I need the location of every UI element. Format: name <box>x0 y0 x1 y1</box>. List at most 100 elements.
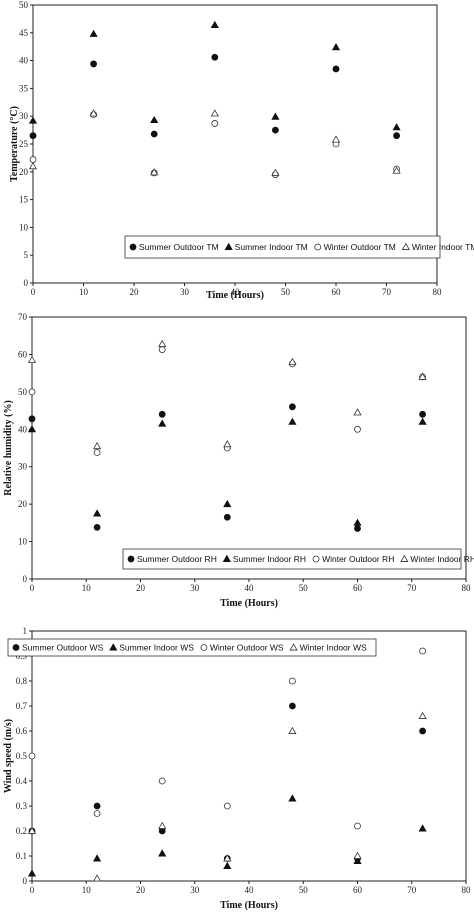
legend-entry-label: Summer Outdoor WS <box>22 643 104 653</box>
data-point <box>89 109 98 117</box>
legend-entry-label: Winter Outdoor WS <box>210 643 284 653</box>
y-tick-label: 20 <box>18 499 28 509</box>
y-tick-label: 0.4 <box>16 776 28 786</box>
data-point <box>210 109 219 117</box>
series-1 <box>28 702 427 862</box>
data-point <box>27 826 37 834</box>
data-point <box>271 168 280 176</box>
y-axis-title: Relative humidity (%) <box>3 400 14 496</box>
series-2 <box>28 20 401 131</box>
x-tick-label: 30 <box>180 287 190 297</box>
data-point <box>158 821 167 829</box>
x-tick-label: 30 <box>190 583 200 593</box>
data-point <box>93 523 101 531</box>
y-tick-label: 5 <box>24 250 29 260</box>
data-point <box>271 126 279 134</box>
legend-entry-label: Summer Outdoor RH <box>137 554 217 564</box>
y-tick-label: 50 <box>19 0 29 10</box>
legend: Summer Outdoor WS Summer Indoor WS Winter … <box>7 638 377 657</box>
legend-entry-label: Winter Indoor TM <box>412 242 474 252</box>
x-tick-label: 70 <box>407 885 417 895</box>
data-point <box>211 120 219 127</box>
data-point <box>331 135 341 143</box>
x-tick-label: 60 <box>353 583 363 593</box>
data-point <box>392 123 401 131</box>
x-tick-label: 70 <box>407 583 417 593</box>
data-point <box>150 168 159 176</box>
x-axis-title: Time (Hours) <box>220 900 278 911</box>
data-point <box>223 440 232 448</box>
legend-box <box>7 638 377 657</box>
x-tick-label: 50 <box>281 287 291 297</box>
data-point <box>158 419 167 427</box>
y-tick-label: 25 <box>19 139 29 149</box>
data-point <box>331 43 341 51</box>
y-axis-title: Wind speed (m/s) <box>3 719 14 793</box>
data-point <box>93 509 102 517</box>
data-point <box>93 810 101 817</box>
y-tick-label: 0.1 <box>16 851 27 861</box>
data-point <box>28 415 36 423</box>
y-tick-label: 0.2 <box>16 826 27 836</box>
data-point <box>211 53 219 61</box>
legend-box <box>124 235 441 259</box>
legend-marker <box>12 644 20 651</box>
y-tick-label: 60 <box>18 349 28 359</box>
data-point <box>28 388 36 396</box>
series-1 <box>28 403 427 532</box>
y-tick-label: 15 <box>19 195 29 205</box>
data-point <box>28 752 36 760</box>
data-point <box>418 417 427 425</box>
x-tick-label: 10 <box>79 287 89 297</box>
x-tick-label: 40 <box>231 287 241 297</box>
data-point <box>27 869 37 877</box>
series-3 <box>28 346 427 456</box>
y-tick-label: 35 <box>19 83 29 93</box>
x-tick-label: 80 <box>433 287 443 297</box>
series-2 <box>27 794 427 877</box>
data-point <box>158 346 166 353</box>
data-point <box>223 499 232 508</box>
x-tick-label: 70 <box>382 287 392 297</box>
data-point <box>419 647 427 655</box>
y-tick-label: 0 <box>23 876 28 886</box>
y-tick-label: 0.6 <box>16 726 28 736</box>
y-tick-label: 20 <box>19 167 29 177</box>
x-axis-title: Time (Hours) <box>220 598 278 609</box>
x-tick-label: 10 <box>82 885 92 895</box>
data-point <box>271 112 280 120</box>
data-point <box>332 65 340 73</box>
data-point <box>223 861 232 869</box>
x-tick-label: 50 <box>299 885 309 895</box>
data-point <box>354 525 361 532</box>
legend-marker <box>127 555 135 563</box>
legend-entry-label: Summer Indoor RH <box>233 554 306 564</box>
y-tick-label: 70 <box>18 312 28 322</box>
legend-marker <box>314 243 322 251</box>
x-tick-label: 0 <box>30 583 35 593</box>
x-tick-label: 50 <box>299 583 309 593</box>
x-tick-label: 80 <box>462 583 472 593</box>
y-tick-label: 40 <box>18 424 28 434</box>
data-point <box>288 726 297 734</box>
data-point <box>93 802 101 810</box>
x-tick-label: 0 <box>30 885 35 895</box>
data-point <box>27 355 37 363</box>
series-4 <box>28 109 401 176</box>
legend-marker <box>400 554 409 562</box>
data-point <box>223 802 231 810</box>
legend-box <box>122 548 462 570</box>
legend-entry-label: Summer Indoor TM <box>235 242 308 252</box>
y-tick-label: 30 <box>18 462 28 472</box>
data-point <box>419 727 427 735</box>
data-point <box>393 132 401 140</box>
data-point <box>28 116 38 124</box>
legend-marker <box>401 242 410 250</box>
legend-marker <box>312 555 320 563</box>
data-point <box>90 60 97 68</box>
plot-area-frame <box>31 630 467 882</box>
data-point <box>89 29 98 37</box>
x-tick-label: 20 <box>136 885 146 895</box>
y-tick-label: 1 <box>23 626 28 636</box>
